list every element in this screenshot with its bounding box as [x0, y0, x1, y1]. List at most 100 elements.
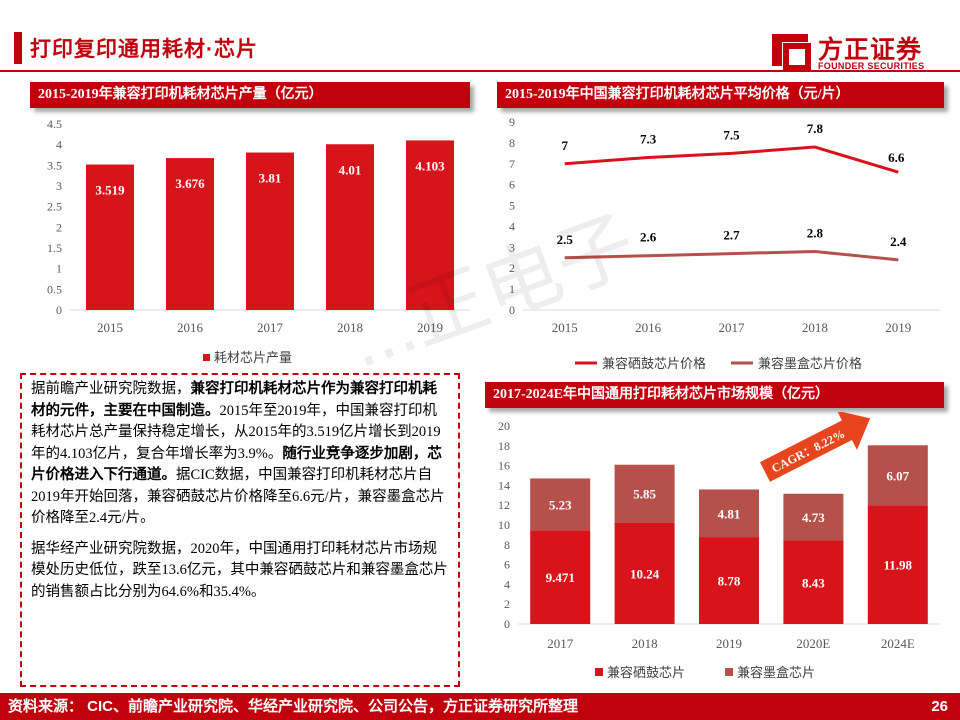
- bar-2015: [86, 164, 134, 310]
- x-tick-label: 2017: [257, 320, 284, 335]
- line-chart-title: 2015-2019年中国兼容打印机耗材芯片平均价格（元/片）: [497, 82, 944, 108]
- x-tick-label: 2019: [417, 320, 443, 335]
- x-tick-label: 2017: [547, 636, 574, 651]
- p1-body: 2015年至2019年，中国兼容打印机耗材芯片总产量保持稳定增长，从2015年的…: [31, 402, 441, 462]
- legend-label: 兼容墨盒芯片: [737, 665, 815, 680]
- data-label: 7.5: [723, 127, 740, 142]
- segment-value-label: 5.85: [633, 487, 656, 502]
- y-tick-label: 16: [498, 459, 510, 473]
- y-tick-label: 8: [509, 136, 515, 150]
- bar-segment-2019: [699, 537, 759, 624]
- bar-2018: [326, 144, 374, 310]
- x-tick-label: 2015: [552, 320, 578, 335]
- segment-value-label: 4.81: [718, 506, 741, 521]
- y-tick-label: 0: [56, 303, 62, 317]
- legend-label: 耗材芯片产量: [214, 350, 292, 365]
- y-tick-label: 6: [509, 178, 515, 192]
- cagr-arrow: CAGR：8.22%: [760, 412, 871, 482]
- y-tick-label: 10: [498, 518, 510, 532]
- y-tick-label: 4.5: [47, 117, 62, 131]
- bar-value-label: 3.676: [175, 176, 205, 191]
- y-tick-label: 2: [509, 261, 515, 275]
- p1-intro: 据前瞻产业研究院数据，: [31, 381, 191, 397]
- cagr-label: CAGR：8.22%: [769, 427, 847, 476]
- y-tick-label: 3: [56, 179, 62, 193]
- bar-segment-2019: [699, 489, 759, 538]
- legend-swatch-1: [595, 668, 603, 676]
- bar-segment-2024E: [867, 505, 928, 624]
- y-tick-label: 0.5: [47, 282, 62, 296]
- bar-segment-2017: [530, 478, 591, 531]
- y-tick-label: 3: [509, 240, 515, 254]
- founder-logo: 方正证券 FOUNDER SECURITIES: [768, 28, 948, 76]
- paragraph-2: 据华经产业研究院数据，2020年，中国通用打印耗材芯片市场规模处历史低位，跌至1…: [31, 540, 448, 600]
- data-label: 7.3: [640, 132, 657, 147]
- title-divider: [0, 70, 960, 72]
- legend-swatch: [203, 354, 210, 361]
- y-tick-label: 5: [509, 199, 515, 213]
- y-tick-label: 12: [498, 498, 510, 512]
- segment-value-label: 5.23: [549, 497, 572, 512]
- price-line-chart: 0 1 2 3 4 5 6 7 8 9 2015 2016 2017 2018 2019 7 7.3 7.5 7.8…: [509, 115, 940, 371]
- legend-label: 兼容硒鼓芯片: [607, 665, 685, 680]
- y-tick-label: 14: [498, 478, 510, 492]
- bar-2019: [406, 140, 454, 310]
- bar-segment-2024E: [867, 445, 928, 506]
- bar-value-label: 3.81: [259, 171, 282, 186]
- data-label: 2.7: [723, 228, 740, 243]
- bar-segment-2018: [614, 464, 675, 523]
- x-tick-label: 2015: [97, 320, 123, 335]
- logo-english-name: FOUNDER SECURITIES: [818, 61, 925, 71]
- x-tick-label: 2019: [885, 320, 911, 335]
- x-tick-label: 2016: [635, 320, 662, 335]
- y-tick-label: 4: [509, 219, 515, 233]
- data-label: 2.8: [807, 226, 824, 241]
- footer-source: 资料来源： CIC、前瞻产业研究院、华经产业研究院、公司公告，方正证券研究所整理: [8, 698, 579, 715]
- legend-label: 兼容墨盒芯片价格: [758, 356, 862, 371]
- data-label: 2.5: [557, 232, 574, 247]
- y-tick-label: 8: [504, 538, 510, 552]
- stacked-chart-title: 2017-2024E年中国通用打印耗材芯片市场规模（亿元）: [485, 382, 944, 408]
- bar-value-label: 4.01: [339, 162, 362, 177]
- segment-value-label: 6.07: [886, 468, 909, 483]
- x-tick-label: 2017: [719, 320, 746, 335]
- legend-swatch-2: [725, 668, 733, 676]
- y-tick-label: 3.5: [47, 158, 62, 172]
- data-label: 7.8: [807, 121, 824, 136]
- y-tick-label: 0: [504, 617, 510, 631]
- segment-value-label: 10.24: [630, 566, 660, 581]
- y-tick-label: 18: [498, 439, 510, 453]
- segment-value-label: 4.73: [802, 510, 825, 525]
- market-size-stacked-chart: 0 2 4 6 8 10 12 14 16 18 20 9.471 5.23 2017 10.24 5.85 2…: [498, 412, 940, 680]
- x-tick-label: 2016: [177, 320, 204, 335]
- x-tick-label: 2019: [716, 636, 742, 651]
- data-label: 7: [561, 138, 568, 153]
- y-tick-label: 7: [509, 157, 515, 171]
- y-tick-label: 2: [56, 220, 62, 234]
- y-tick-label: 2: [504, 597, 510, 611]
- bar-chart-title: 2015-2019年兼容打印机耗材芯片产量（亿元）: [30, 82, 470, 108]
- segment-value-label: 8.43: [802, 575, 825, 590]
- x-tick-label: 2018: [802, 320, 828, 335]
- founder-logo-icon: [772, 34, 811, 71]
- bar-value-label: 4.103: [415, 158, 445, 173]
- y-tick-label: 20: [498, 419, 510, 433]
- p1-highlight-2: 随行业竞争逐步加剧，芯片价格进入下行通道。: [31, 445, 442, 484]
- p1-tail: 据CIC数据，中国兼容打印机耗材芯片自2019年开始回落，兼容硒鼓芯片价格降至6…: [31, 467, 445, 526]
- bar-2016: [166, 158, 214, 310]
- bar-segment-2017: [530, 530, 591, 624]
- cagr-arrow-shape: [760, 412, 871, 482]
- footer-bar: 资料来源： CIC、前瞻产业研究院、华经产业研究院、公司公告，方正证券研究所整理…: [0, 693, 960, 720]
- page-number: 26: [931, 698, 948, 715]
- p1-highlight-1: 兼容打印机耗材芯片作为兼容打印机耗材的元件，主要在中国制造。: [31, 381, 437, 419]
- series-line-2: [564, 250, 899, 262]
- y-tick-label: 0: [509, 303, 515, 317]
- y-tick-label: 2.5: [47, 200, 62, 214]
- x-tick-label: 2020E: [796, 636, 830, 651]
- bar-2017: [246, 152, 294, 310]
- segment-value-label: 11.98: [884, 558, 913, 573]
- y-tick-label: 6: [504, 558, 510, 572]
- logo-chinese-name: 方正证券: [818, 36, 923, 64]
- y-tick-label: 1: [509, 282, 515, 296]
- data-label: 2.4: [890, 234, 907, 249]
